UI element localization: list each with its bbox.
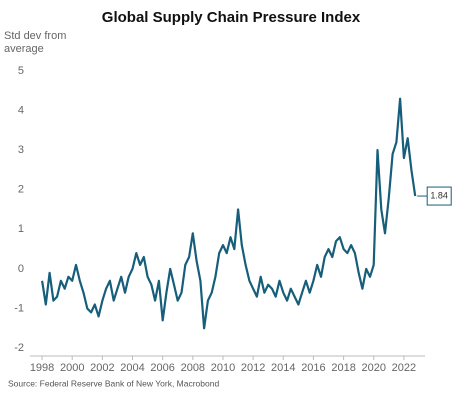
y-axis-label-box: Std dev from average <box>4 30 67 55</box>
x-tick-label: 2018 <box>331 362 355 374</box>
y-tick-label: 5 <box>18 65 24 77</box>
series-line <box>41 97 417 330</box>
source: Source: Federal Reserve Bank of New York… <box>8 378 219 388</box>
x-tick-label: 2002 <box>90 362 114 374</box>
x-tick-label: 2022 <box>392 362 416 374</box>
x-tick-label: 2004 <box>120 362 144 374</box>
y-tick-label: -2 <box>14 342 24 354</box>
value-label: 1.84 <box>430 190 448 200</box>
y-tick-label: 0 <box>18 263 24 275</box>
x-tick-label: 2006 <box>150 362 174 374</box>
label-box <box>426 186 452 206</box>
y-axis-label: Std dev from average <box>4 30 67 55</box>
y-tick-label: 4 <box>18 104 24 116</box>
x-tick-label: 2010 <box>211 362 235 374</box>
chart-title: Global Supply Chain Pressure Index <box>102 9 361 26</box>
x-tick-label: 2014 <box>271 362 295 374</box>
y-tick-label: 2 <box>18 184 24 196</box>
x-tick-label: 2008 <box>181 362 205 374</box>
y-tick-label: 1 <box>18 223 24 235</box>
x-tick-label: 2020 <box>361 362 385 374</box>
y-tick-label: -1 <box>14 302 24 314</box>
x-tick-label: 2000 <box>60 362 84 374</box>
x-tick-label: 2012 <box>241 362 265 374</box>
x-tick-label: 1998 <box>30 362 54 374</box>
x-tick-label: 2016 <box>301 362 325 374</box>
y-tick-label: 3 <box>18 144 24 156</box>
